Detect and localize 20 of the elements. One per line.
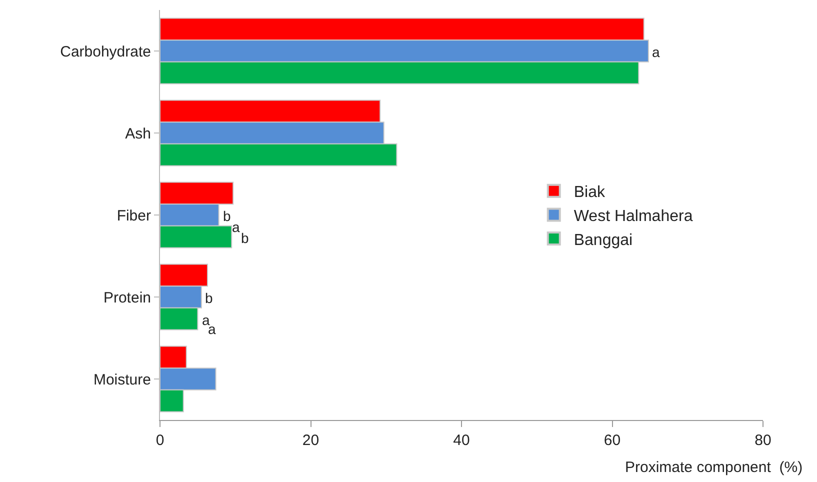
annotation: a (652, 44, 660, 60)
y-tick-label: Fiber (116, 207, 151, 224)
x-tick-label: 60 (604, 432, 621, 449)
y-tick-label: Ash (125, 125, 151, 142)
legend-label: West Halmahera (574, 208, 693, 225)
annotation: a (202, 312, 210, 328)
y-tick-label: Moisture (93, 371, 151, 388)
annotation: b (205, 290, 213, 306)
legend-label: Biak (574, 184, 606, 202)
annotation: b (241, 230, 249, 246)
x-tick-label: 0 (156, 432, 164, 449)
legend-label: Banggai (574, 232, 633, 249)
annotation: b (223, 208, 231, 224)
x-tick-label: 20 (302, 432, 320, 449)
x-axis-title: Proximate component (%) (625, 459, 803, 476)
y-tick-label: Protein (103, 289, 151, 306)
x-tick-label: 40 (453, 432, 470, 449)
annotation: a (232, 219, 240, 235)
x-tick-label: 80 (754, 432, 772, 449)
y-tick-label: Carbohydrate (60, 43, 151, 60)
